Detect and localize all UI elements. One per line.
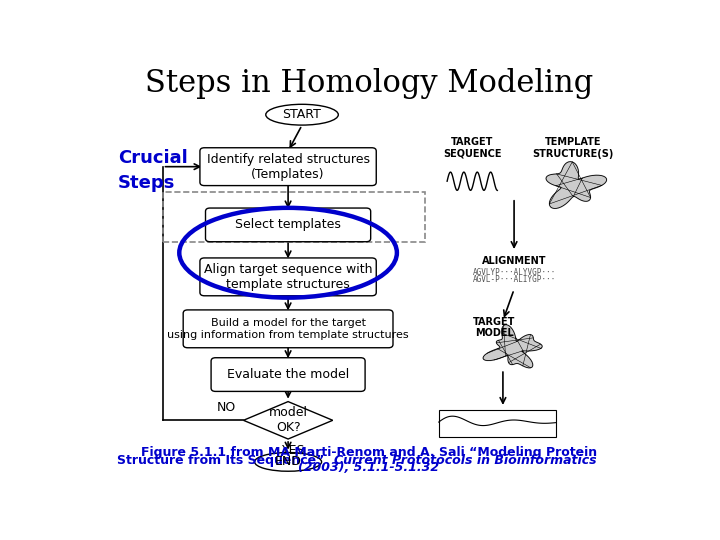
Text: ALIGNMENT: ALIGNMENT [482,256,546,266]
Text: model
OK?: model OK? [269,406,307,434]
Polygon shape [483,325,542,368]
Polygon shape [243,402,333,439]
Text: Steps in Homology Modeling: Steps in Homology Modeling [145,68,593,99]
Bar [438,410,556,437]
Text: START: START [283,108,321,121]
Text: Structure from Its Sequence”: Structure from Its Sequence” [117,454,333,467]
Text: YES: YES [282,444,305,457]
Text: Steps: Steps [118,174,175,192]
Text: Crucial: Crucial [118,150,188,167]
Text: TEMPLATE
STRUCTURE(S): TEMPLATE STRUCTURE(S) [532,137,613,159]
Text: Current Prototocols in Bioinformatics: Current Prototocols in Bioinformatics [334,454,596,467]
Text: NO: NO [217,401,236,414]
Text: AGVL-P···ALIYGP···: AGVL-P···ALIYGP··· [472,275,556,284]
Text: END: END [274,455,302,468]
Text: Align target sequence with
template structures: Align target sequence with template stru… [204,263,372,291]
Text: AGVLYP···ALYVGP···: AGVLYP···ALYVGP··· [472,268,556,277]
FancyBboxPatch shape [205,208,371,242]
Text: TARGET
SEQUENCE: TARGET SEQUENCE [443,137,501,159]
FancyBboxPatch shape [211,357,365,392]
Ellipse shape [266,104,338,125]
Text: Identify related structures
(Templates): Identify related structures (Templates) [207,153,369,181]
FancyBboxPatch shape [200,258,377,296]
Text: Evaluate the model: Evaluate the model [227,368,349,381]
Text: Figure 5.1.1 from MA Marti-Renom and A. Sali “Modeling Protein: Figure 5.1.1 from MA Marti-Renom and A. … [141,446,597,459]
FancyBboxPatch shape [183,310,393,348]
Text: Select templates: Select templates [235,218,341,231]
Polygon shape [546,161,607,208]
FancyBboxPatch shape [200,148,377,186]
Text: Build a model for the target
using information from template structures: Build a model for the target using infor… [167,318,409,340]
Ellipse shape [255,453,322,471]
Text: (2003), 5.1.1-5.1.32: (2003), 5.1.1-5.1.32 [298,461,440,474]
Bar [163,192,425,241]
Text: TARGET
MODEL: TARGET MODEL [473,317,516,339]
